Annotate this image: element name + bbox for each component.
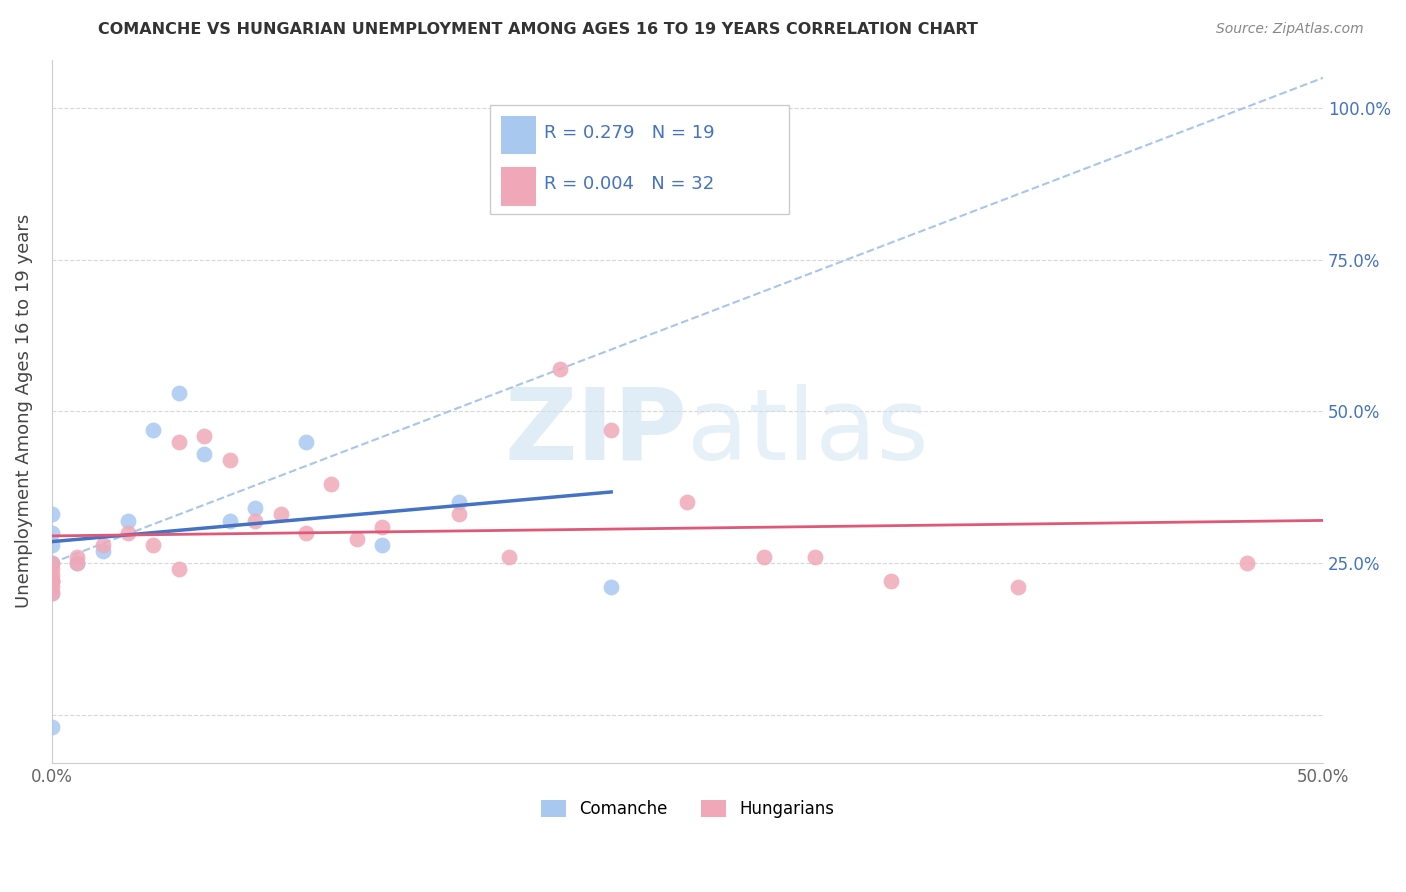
- Point: [1236, 556, 1258, 570]
- Y-axis label: Unemployment Among Ages 16 to 19 years: Unemployment Among Ages 16 to 19 years: [15, 214, 32, 608]
- Point: [371, 538, 394, 552]
- Point: [41, 556, 63, 570]
- Point: [167, 386, 190, 401]
- Point: [41, 720, 63, 734]
- Point: [91, 544, 114, 558]
- Point: [243, 514, 266, 528]
- Point: [66, 549, 89, 564]
- Point: [66, 556, 89, 570]
- Point: [218, 453, 240, 467]
- Point: [142, 423, 165, 437]
- Point: [66, 556, 89, 570]
- Point: [371, 519, 394, 533]
- Point: [41, 568, 63, 582]
- FancyBboxPatch shape: [501, 116, 536, 154]
- Point: [295, 525, 318, 540]
- Point: [41, 574, 63, 589]
- Point: [752, 549, 775, 564]
- Point: [550, 362, 572, 376]
- Legend: Comanche, Hungarians: Comanche, Hungarians: [534, 794, 841, 825]
- Point: [447, 495, 470, 509]
- Point: [41, 508, 63, 522]
- Point: [41, 556, 63, 570]
- Point: [880, 574, 903, 589]
- Point: [1007, 580, 1029, 594]
- Text: R = 0.004   N = 32: R = 0.004 N = 32: [544, 175, 714, 193]
- Point: [167, 562, 190, 576]
- Text: R = 0.279   N = 19: R = 0.279 N = 19: [544, 124, 714, 142]
- Point: [117, 525, 139, 540]
- Text: atlas: atlas: [688, 384, 929, 481]
- Point: [270, 508, 292, 522]
- Point: [193, 447, 215, 461]
- FancyBboxPatch shape: [501, 167, 536, 206]
- Point: [600, 423, 623, 437]
- Point: [41, 574, 63, 589]
- Point: [498, 549, 520, 564]
- Point: [41, 525, 63, 540]
- Point: [117, 514, 139, 528]
- Point: [447, 508, 470, 522]
- Point: [41, 562, 63, 576]
- Point: [218, 514, 240, 528]
- Text: COMANCHE VS HUNGARIAN UNEMPLOYMENT AMONG AGES 16 TO 19 YEARS CORRELATION CHART: COMANCHE VS HUNGARIAN UNEMPLOYMENT AMONG…: [98, 22, 979, 37]
- Point: [321, 477, 343, 491]
- Text: ZIP: ZIP: [505, 384, 688, 481]
- FancyBboxPatch shape: [491, 105, 789, 214]
- Point: [167, 434, 190, 449]
- Point: [41, 586, 63, 600]
- Point: [803, 549, 825, 564]
- Point: [676, 495, 699, 509]
- Point: [41, 580, 63, 594]
- Point: [41, 586, 63, 600]
- Point: [193, 428, 215, 442]
- Point: [295, 434, 318, 449]
- Point: [91, 538, 114, 552]
- Point: [41, 538, 63, 552]
- Point: [346, 532, 368, 546]
- Point: [600, 580, 623, 594]
- Point: [142, 538, 165, 552]
- Point: [243, 501, 266, 516]
- Point: [41, 574, 63, 589]
- Text: Source: ZipAtlas.com: Source: ZipAtlas.com: [1216, 22, 1364, 37]
